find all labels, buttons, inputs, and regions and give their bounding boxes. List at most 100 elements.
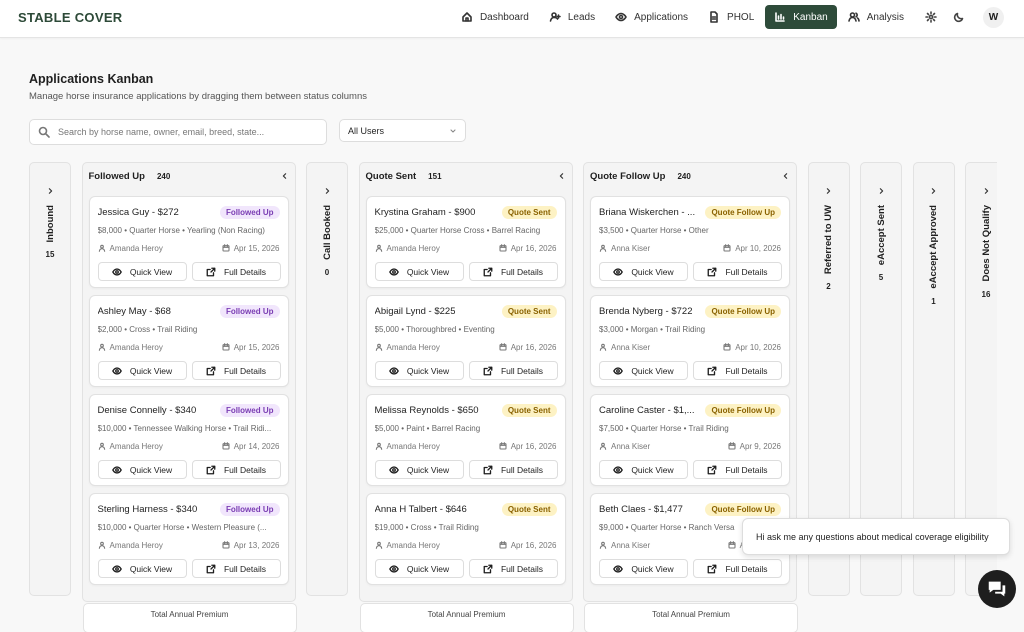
card-date: Apr 16, 2026 <box>499 341 557 353</box>
action-label: Full Details <box>500 563 544 574</box>
card-action[interactable]: Full Details <box>693 361 782 380</box>
column-stack: eAccept Approved 1 <box>914 185 954 306</box>
card-action[interactable]: Full Details <box>191 262 281 281</box>
nav-item[interactable]: Applications <box>606 5 697 29</box>
card-action[interactable]: Quick View <box>374 559 464 578</box>
user-filter-label: All Users <box>348 125 385 136</box>
application-card[interactable]: Denise Connelly - $340 Followed Up $10,000… <box>88 394 289 486</box>
card-action[interactable]: Quick View <box>599 460 688 479</box>
card-owner: Amanda Heroy <box>98 341 163 353</box>
card-action[interactable]: Full Details <box>191 559 281 578</box>
nav-item[interactable]: Analysis <box>839 5 913 29</box>
card-action[interactable]: Full Details <box>693 559 782 578</box>
card-action[interactable]: Full Details <box>191 361 281 380</box>
action-label: Quick View <box>631 563 674 574</box>
card-action[interactable]: Full Details <box>468 361 558 380</box>
status-badge: Followed Up <box>219 206 280 219</box>
card-action[interactable]: Quick View <box>374 262 464 281</box>
application-card[interactable]: Brenda Nyberg - $722 Quote Follow Up $3,00… <box>590 295 790 387</box>
card-action[interactable]: Full Details <box>693 262 782 281</box>
card-action[interactable]: Quick View <box>97 262 187 281</box>
nav-icon <box>847 12 860 22</box>
collapsed-column[interactable]: Call Booked 0 <box>306 162 348 596</box>
card-action[interactable]: Quick View <box>599 559 688 578</box>
nav-label: Dashboard <box>479 11 529 23</box>
application-card[interactable]: Briana Wiskerchen - ... Quote Follow Up $3… <box>590 196 790 288</box>
nav-label: Applications <box>634 11 689 23</box>
expand-chevron <box>879 188 883 194</box>
nav-item[interactable]: Kanban <box>765 5 837 29</box>
card-action[interactable]: Quick View <box>97 460 187 479</box>
card-title: Abigail Lynd - $225 <box>374 306 456 317</box>
card-action[interactable]: Full Details <box>468 460 558 479</box>
card-action[interactable]: Full Details <box>191 460 281 479</box>
application-card[interactable]: Ashley May - $68 Followed Up $2,000 • Cros… <box>88 295 289 387</box>
card-action[interactable]: Full Details <box>468 262 558 281</box>
status-badge: Quote Sent <box>501 404 557 417</box>
column-count: 15 <box>45 250 55 260</box>
card-title: Krystina Graham - $900 <box>374 207 476 218</box>
application-card[interactable]: Melissa Reynolds - $650 Quote Sent $5,000 … <box>365 394 566 486</box>
card-details: $2,000 • Cross • Trail Riding <box>97 325 198 334</box>
action-icon <box>708 366 717 375</box>
card-details: $3,000 • Morgan • Trail Riding <box>599 325 706 334</box>
card-action[interactable]: Full Details <box>468 559 558 578</box>
collapse-chevron <box>559 173 563 179</box>
chat-button[interactable] <box>978 570 1016 608</box>
action-icon <box>111 267 122 276</box>
action-label: Quick View <box>631 464 674 475</box>
card-action[interactable]: Quick View <box>599 262 688 281</box>
dropdown-chevron <box>450 128 456 133</box>
card-action[interactable]: Full Details <box>693 460 782 479</box>
nav-icon <box>710 11 718 23</box>
theme-toggle[interactable] <box>947 11 971 23</box>
settings-button[interactable] <box>919 11 943 23</box>
application-card[interactable]: Abigail Lynd - $225 Quote Sent $5,000 • Th… <box>365 295 566 387</box>
card-title: Sterling Harness - $340 <box>97 504 198 515</box>
card-action[interactable]: Quick View <box>599 361 688 380</box>
application-card[interactable]: Sterling Harness - $340 Followed Up $10,00… <box>88 493 289 585</box>
avatar[interactable]: W <box>983 6 1004 28</box>
card-owner: Amanda Heroy <box>375 242 440 254</box>
nav-item[interactable]: Leads <box>540 5 604 29</box>
application-card[interactable]: Krystina Graham - $900 Quote Sent $25,000 … <box>365 196 566 288</box>
nav-icon <box>462 12 472 22</box>
card-details: $10,000 • Tennessee Walking Horse • Trai… <box>97 424 272 433</box>
calendar-icon <box>728 541 736 549</box>
page-subtitle: Manage horse insurance applications by d… <box>29 91 367 102</box>
application-card[interactable]: Jessica Guy - $272 Followed Up $8,000 • Qu… <box>88 196 289 288</box>
nav-item[interactable]: PHOL <box>699 5 763 29</box>
card-owner: Amanda Heroy <box>98 242 163 254</box>
card-action[interactable]: Quick View <box>97 361 187 380</box>
column-stack: Call Booked 0 <box>307 185 347 277</box>
collapsed-column[interactable]: Inbound 15 <box>29 162 71 596</box>
collapse-chevron <box>282 173 286 179</box>
search-placeholder: Search by horse name, owner, email, bree… <box>58 127 265 137</box>
nav-item[interactable]: Dashboard <box>452 5 538 29</box>
expand-chevron <box>48 188 52 194</box>
calendar-icon <box>723 244 731 252</box>
action-icon <box>613 267 624 276</box>
card-action[interactable]: Quick View <box>374 460 464 479</box>
card-owner: Amanda Heroy <box>375 539 440 551</box>
logo[interactable]: STABLE COVER <box>18 10 123 25</box>
card-action[interactable]: Quick View <box>374 361 464 380</box>
search-input[interactable]: Search by horse name, owner, email, bree… <box>29 119 327 145</box>
column: Quote Sent 151 Krystina Graham - $900 Quote… <box>358 162 574 632</box>
action-icon <box>111 564 122 573</box>
application-card[interactable]: Anna H Talbert - $646 Quote Sent $19,000 •… <box>365 493 566 585</box>
column-title: eAccept Approved <box>928 205 939 289</box>
card-details: $8,000 • Quarter Horse • Yearling (Non R… <box>97 226 265 235</box>
card-owner: Anna Kiser <box>599 539 650 551</box>
calendar-icon <box>499 442 507 450</box>
action-label: Quick View <box>406 563 450 574</box>
user-filter[interactable]: All Users <box>339 119 466 142</box>
application-card[interactable]: Caroline Caster - $1,... Quote Follow Up $… <box>590 394 790 486</box>
calendar-icon <box>222 442 230 450</box>
card-action[interactable]: Quick View <box>97 559 187 578</box>
expand-chevron <box>826 188 831 194</box>
card-title: Jessica Guy - $272 <box>97 207 179 218</box>
card-title: Denise Connelly - $340 <box>97 405 197 416</box>
card-owner: Anna Kiser <box>599 440 650 452</box>
date-text: Apr 13, 2026 <box>233 540 280 550</box>
